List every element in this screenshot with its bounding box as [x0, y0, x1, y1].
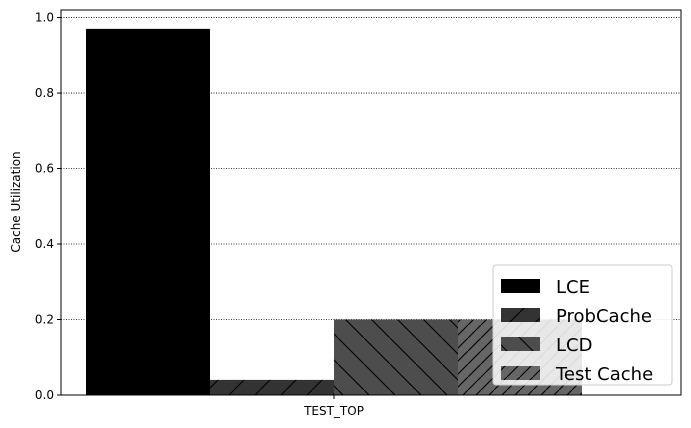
y-tick-label: 0.6 — [35, 162, 54, 176]
legend-label: LCE — [556, 277, 590, 298]
legend-box — [492, 264, 673, 386]
x-tick-label: TEST_TOP — [303, 404, 364, 418]
y-tick-label: 1.0 — [35, 11, 54, 25]
y-tick-label: 0.4 — [35, 237, 54, 251]
bar-lce — [86, 28, 210, 395]
legend-swatch-hatch — [501, 308, 540, 322]
y-tick-label: 0.2 — [35, 313, 54, 327]
legend-swatch — [501, 279, 540, 293]
plot-frame — [60, 9, 682, 396]
legend-label: Test Cache — [555, 364, 653, 385]
x-axis: TEST_TOP — [303, 395, 364, 418]
y-axis-label: Cache Utilization — [9, 151, 23, 252]
legend: LCE ProbCache LCD Test Cache — [492, 264, 673, 386]
bar-hatch — [334, 319, 458, 395]
legend-label: LCD — [556, 335, 592, 356]
y-tick-label: 0.0 — [35, 388, 54, 402]
bar-hatch — [210, 379, 334, 395]
y-tick-label: 0.8 — [35, 86, 54, 100]
legend-swatch-hatch — [501, 366, 540, 380]
legend-swatch-hatch — [501, 337, 540, 351]
y-axis: 0.0 0.2 0.4 0.6 0.8 1.0 — [35, 11, 61, 402]
legend-label: ProbCache — [556, 306, 652, 327]
